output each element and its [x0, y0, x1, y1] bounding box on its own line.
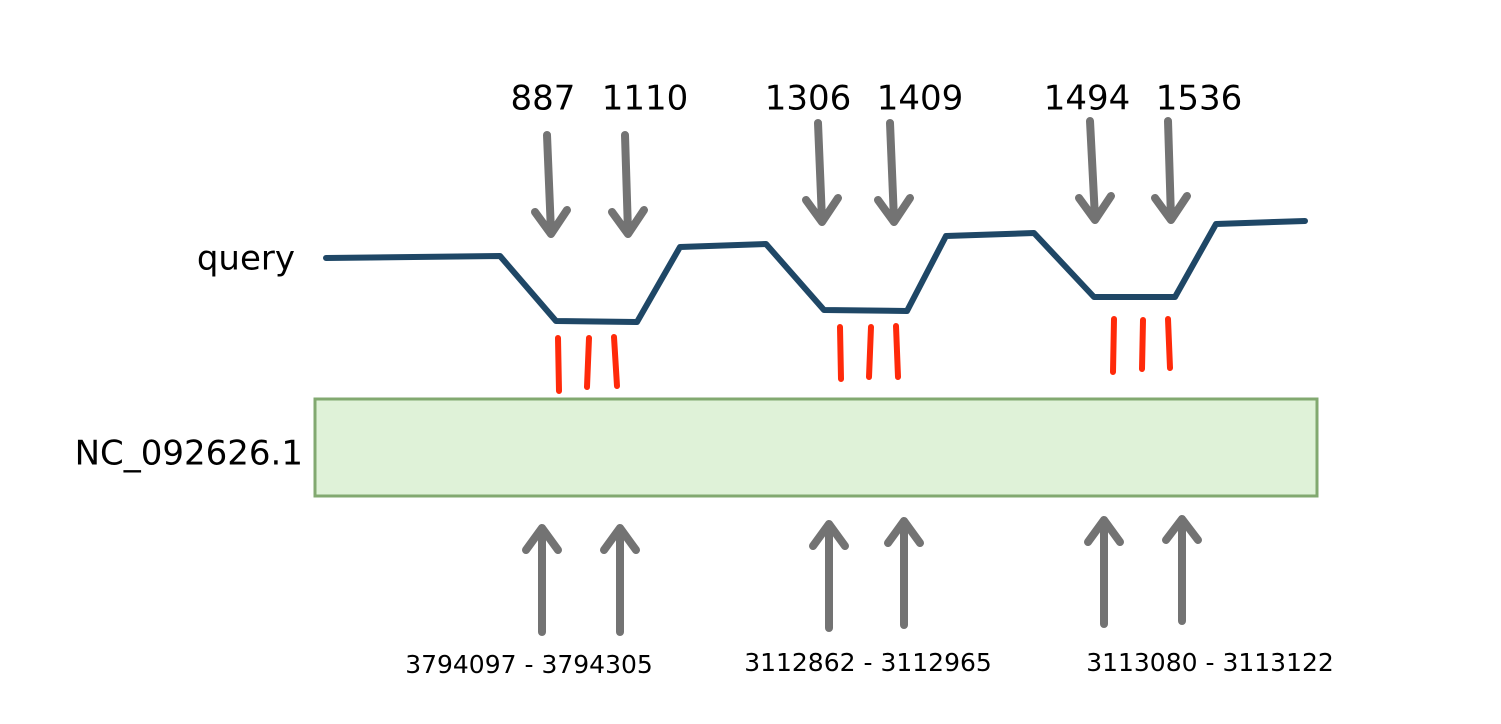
subject-bar — [313, 397, 1319, 498]
arrow — [608, 131, 648, 238]
subject-label: NC_092626.1 — [75, 434, 303, 474]
subject-range: 3794097 - 3794305 — [405, 650, 653, 679]
query-position: 1494 — [1044, 79, 1131, 119]
arrow — [874, 119, 914, 226]
arrow — [600, 524, 640, 636]
arrow — [1075, 117, 1115, 224]
subject-range: 3113080 - 3113122 — [1086, 648, 1334, 677]
match-mark — [1165, 316, 1173, 371]
query-position: 1110 — [602, 79, 689, 119]
arrow — [1162, 515, 1202, 625]
arrow — [522, 524, 562, 636]
alignment-marks — [555, 316, 1173, 394]
query-position: 1306 — [765, 79, 852, 119]
arrow — [1151, 117, 1191, 224]
arrow — [1084, 516, 1124, 628]
match-mark — [866, 324, 874, 380]
match-mark — [1139, 317, 1146, 372]
match-mark — [893, 323, 901, 380]
arrow — [531, 131, 571, 238]
arrow — [802, 119, 842, 226]
query-position: 887 — [511, 79, 576, 119]
down-arrows — [531, 117, 1191, 238]
query-line — [323, 218, 1308, 325]
arrow — [884, 517, 924, 629]
match-mark — [611, 334, 620, 389]
match-mark — [837, 324, 844, 382]
match-mark — [584, 335, 592, 390]
query-label: query — [197, 239, 295, 279]
query-position: 1409 — [877, 79, 964, 119]
arrow — [809, 520, 849, 632]
match-mark — [1110, 316, 1117, 375]
subject-range: 3112862 - 3112965 — [744, 648, 992, 677]
match-mark — [555, 335, 562, 394]
up-arrows — [522, 515, 1202, 636]
query-position: 1536 — [1156, 79, 1243, 119]
